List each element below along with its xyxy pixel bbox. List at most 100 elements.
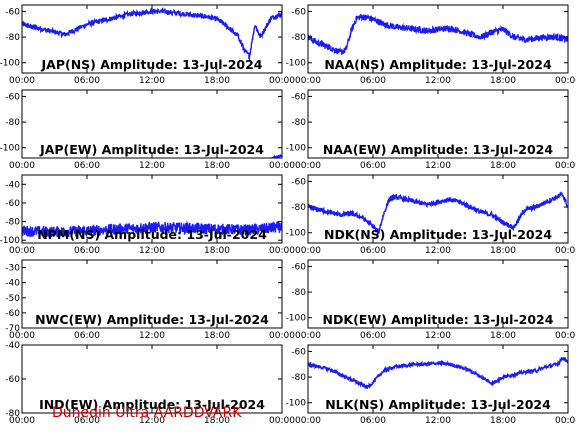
- panel-5: 00:00 06:00 12:00 18:00 00:00-100-80-60-40NP…: [0, 174, 295, 256]
- x-tick-label: 06:00: [360, 246, 386, 256]
- x-tick-label: 18:00: [490, 76, 516, 86]
- x-tick-label: 00:00: [555, 161, 576, 171]
- series-line: [308, 13, 568, 55]
- x-tick-label: 06:00: [360, 331, 386, 341]
- series-line: [308, 357, 568, 389]
- x-tick-label: 00:00: [9, 331, 35, 341]
- x-tick-label: 12:00: [425, 331, 451, 341]
- x-tick-label: 00:00: [295, 161, 321, 171]
- y-tick-label: -100: [0, 59, 20, 69]
- panel-9: 00:00 06:00 12:00 18:00 00:00-80-60-40IND(EW…: [5, 341, 295, 426]
- x-tick-label: 12:00: [425, 416, 451, 426]
- y-tick-label: -60: [291, 92, 306, 102]
- panel-title: NAA(NS) Amplitude: 13-Jul-2024: [324, 57, 552, 72]
- x-tick-label: 06:00: [360, 416, 386, 426]
- y-tick-label: -60: [5, 199, 20, 209]
- x-tick-label: 18:00: [204, 416, 230, 426]
- series-line: [22, 220, 282, 238]
- y-tick-label: -60: [5, 7, 20, 17]
- y-tick-label: -60: [5, 375, 20, 385]
- x-tick-label: 06:00: [74, 161, 100, 171]
- x-tick-label: 00:00: [269, 161, 295, 171]
- panel-title: NLK(NS) Amplitude: 13-Jul-2024: [325, 397, 551, 412]
- x-tick-label: 18:00: [204, 246, 230, 256]
- y-tick-label: -50: [5, 294, 20, 304]
- x-tick-label: 00:00: [555, 331, 576, 341]
- y-tick-label: -80: [5, 409, 20, 419]
- x-tick-label: 00:00: [269, 416, 295, 426]
- footer-label: Dunedin Ultra AARDDVARK: [52, 405, 242, 421]
- y-tick-label: -80: [291, 33, 306, 43]
- y-tick-label: -100: [286, 144, 307, 154]
- panel-6: 00:00 06:00 12:00 18:00 00:00 -100 -80 -60 NDK(N…: [286, 174, 576, 256]
- x-tick-label: 00:00: [9, 416, 35, 426]
- x-tick-label: 12:00: [139, 161, 165, 171]
- y-tick-label: -60: [291, 177, 306, 187]
- panel-8: 00:00 06:00 12:00 18:00 00:00 -100 -80 -60 NDK(E…: [286, 259, 576, 341]
- y-tick-label: -80: [5, 33, 20, 43]
- x-tick-label: 12:00: [139, 416, 165, 426]
- panel-title: IND(EW) Amplitude: 13-Jul-2024: [39, 397, 265, 412]
- y-tick-label: -100: [286, 59, 307, 69]
- panel-10: 00:00 06:00 12:00 18:00 00:00 -100 -80 -60 NLK(N…: [286, 344, 576, 426]
- x-tick-label: 06:00: [360, 76, 386, 86]
- x-tick-label: 00:00: [555, 416, 576, 426]
- panel-title: NWC(EW) Amplitude: 13-Jul-2024: [35, 312, 269, 327]
- y-tick-label: -30: [5, 264, 20, 274]
- y-tick-label: -60: [291, 262, 306, 272]
- x-tick-label: 18:00: [490, 416, 516, 426]
- y-tick-label: -40: [5, 180, 20, 190]
- x-tick-label: 18:00: [490, 161, 516, 171]
- x-tick-label: 00:00: [9, 76, 35, 86]
- x-tick-label: 18:00: [204, 161, 230, 171]
- panel-4: 00:00 06:00 12:00 18:00 00:00 -100 -80 -60 NAA(E…: [286, 89, 576, 171]
- x-tick-label: 00:00: [295, 416, 321, 426]
- x-tick-label: 06:00: [74, 246, 100, 256]
- y-tick-label: -80: [5, 218, 20, 228]
- panel-title: NAA(EW) Amplitude: 13-Jul-2024: [323, 142, 553, 157]
- panel-2: 00:00 06:00 12:00 18:00 00:00 -100 -80 -60 NAA(N…: [286, 4, 576, 86]
- y-tick-label: -80: [5, 118, 20, 128]
- y-tick-label: -40: [5, 341, 20, 351]
- series-line: [308, 191, 568, 236]
- x-tick-label: 00:00: [269, 76, 295, 86]
- x-tick-label: 00:00: [9, 161, 35, 171]
- x-tick-label: 00:00: [295, 246, 321, 256]
- y-tick-label: -60: [291, 7, 306, 17]
- y-tick-label: -80: [291, 118, 306, 128]
- panel-1: 00:00 06:00 12:00 18:00 00:00 -100 -80 -60 JAP(N…: [0, 4, 295, 86]
- panel-3: 00:00 06:00 12:00 18:00 00:00 -100 -80 -60 JAP(E…: [0, 89, 295, 171]
- y-tick-label: -80: [291, 373, 306, 383]
- x-tick-label: 12:00: [139, 76, 165, 86]
- x-tick-label: 12:00: [425, 76, 451, 86]
- x-tick-label: 00:00: [295, 76, 321, 86]
- x-tick-label: 06:00: [360, 161, 386, 171]
- x-tick-label: 18:00: [490, 246, 516, 256]
- panel-title: NDK(EW) Amplitude: 13-Jul-2024: [323, 312, 554, 327]
- series-line: [22, 6, 282, 62]
- x-tick-label: 00:00: [555, 246, 576, 256]
- x-tick-label: 12:00: [139, 331, 165, 341]
- x-tick-label: 06:00: [74, 331, 100, 341]
- x-tick-label: 00:00: [269, 246, 295, 256]
- y-tick-label: -80: [291, 288, 306, 298]
- panel-title: NPM(NS) Amplitude: 13-Jul-2024: [37, 227, 267, 242]
- y-tick-label: -80: [291, 203, 306, 213]
- x-tick-label: 12:00: [139, 246, 165, 256]
- x-tick-label: 00:00: [269, 331, 295, 341]
- y-tick-label: -60: [5, 309, 20, 319]
- x-tick-label: 00:00: [555, 76, 576, 86]
- x-tick-label: 18:00: [204, 76, 230, 86]
- y-tick-label: -100: [0, 144, 20, 154]
- x-tick-label: 12:00: [425, 246, 451, 256]
- x-tick-label: 18:00: [490, 331, 516, 341]
- panel-title: NDK(NS) Amplitude: 13-Jul-2024: [324, 227, 552, 242]
- y-tick-label: -40: [5, 279, 20, 289]
- x-tick-label: 06:00: [74, 416, 100, 426]
- x-tick-label: 18:00: [204, 331, 230, 341]
- y-tick-label: -70: [5, 324, 20, 334]
- x-tick-label: 06:00: [74, 76, 100, 86]
- panel-title: JAP(NS) Amplitude: 13-Jul-2024: [41, 57, 263, 72]
- y-tick-label: -60: [291, 347, 306, 357]
